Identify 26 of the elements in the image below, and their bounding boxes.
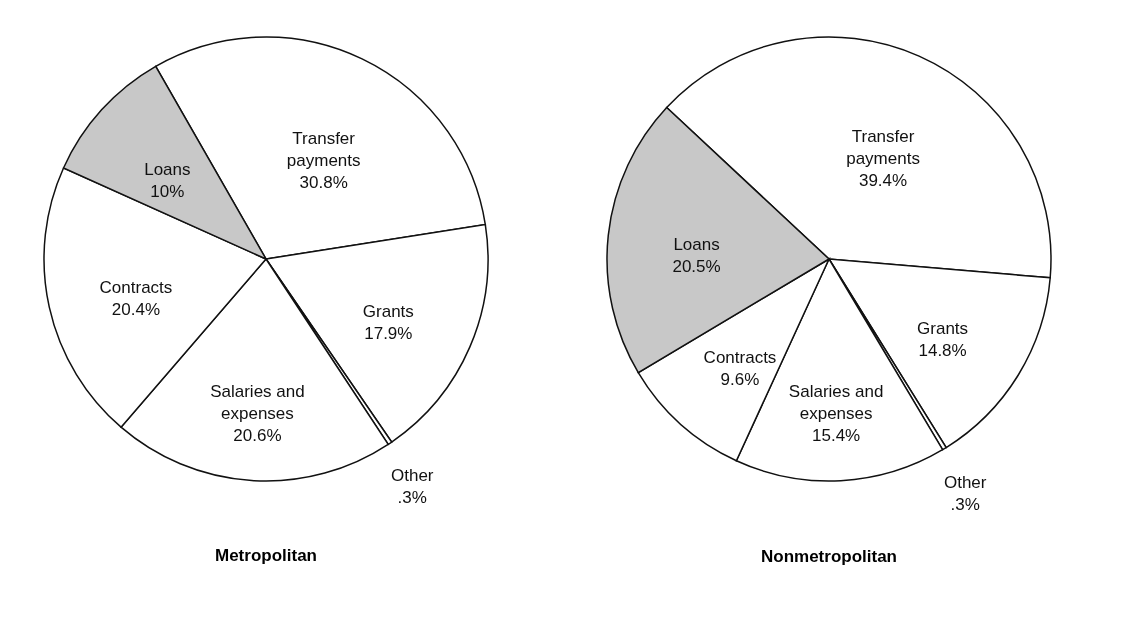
data-label: 14.8% (918, 340, 967, 360)
data-label: 20.4% (111, 299, 161, 319)
data-label: .3% (950, 494, 980, 514)
slice-label: Salaries and expenses (210, 381, 305, 423)
slice-label: Salaries and expenses (788, 382, 884, 424)
data-label: 39.4% (858, 171, 908, 191)
data-label: 20.5% (672, 256, 721, 276)
text: Nonmetropolitan (761, 546, 897, 566)
slice-label: Contracts (99, 277, 173, 297)
data-label: 30.8% (299, 172, 348, 192)
slice-label: Transfer payments (846, 127, 920, 169)
slice-label: Transfer payments (286, 128, 361, 170)
slice-label: Loans (673, 234, 720, 254)
slice-label: Contracts (703, 348, 777, 368)
text: Metropolitan (215, 546, 317, 566)
data-label: 20.6% (233, 425, 282, 445)
slice-label: Grants (362, 301, 414, 321)
data-label: 9.6% (720, 370, 760, 390)
data-label: 15.4% (812, 426, 861, 446)
slice-label: Other (943, 472, 987, 492)
slice-label: Loans (144, 159, 191, 179)
slice-label: Grants (917, 318, 969, 338)
data-label: .3% (397, 488, 427, 508)
data-label: 10% (150, 181, 185, 201)
data-label: 17.9% (364, 323, 413, 343)
slice-label: Other (390, 466, 434, 486)
